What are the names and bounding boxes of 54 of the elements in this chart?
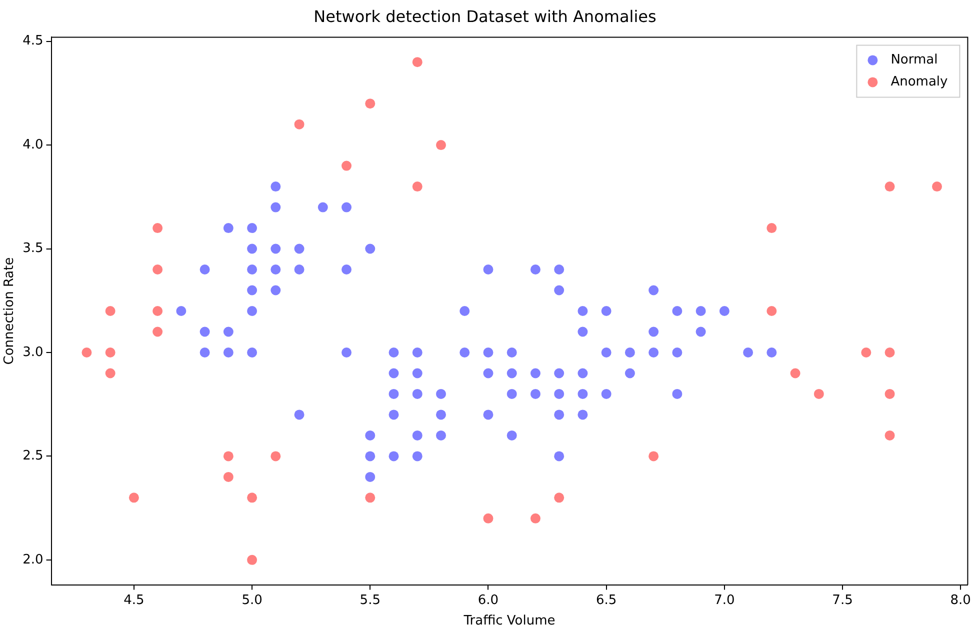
point (152, 306, 163, 316)
x-tick-label: 6.5 (596, 592, 617, 608)
point (483, 513, 494, 524)
point (270, 451, 281, 462)
point (436, 140, 446, 150)
point (412, 57, 422, 68)
point (884, 388, 895, 399)
point (247, 554, 258, 565)
point (884, 347, 895, 358)
point (884, 430, 895, 440)
x-tick-label: 5.5 (360, 592, 380, 608)
point (152, 326, 163, 337)
x-tick-label: 7.0 (714, 592, 735, 608)
x-tick-label: 4.5 (124, 592, 144, 608)
legend-label: Normal (890, 52, 938, 68)
point (342, 160, 352, 171)
chart-title: Network detection Dataset with Anomalies (314, 6, 656, 26)
y-tick-label: 4.0 (22, 137, 44, 152)
x-axis-title: Traffic Volume (462, 614, 556, 629)
x-tick-label: 6.0 (478, 592, 499, 608)
point (861, 347, 872, 358)
y-tick-label: 3.5 (22, 241, 44, 256)
point (412, 182, 422, 192)
y-tick-label: 2.5 (22, 448, 44, 464)
x-tick-label: 5.0 (242, 592, 262, 608)
y-tick-label: 3.0 (22, 344, 44, 360)
y-tick-label: 4.5 (22, 34, 44, 49)
point (223, 472, 234, 482)
point (105, 368, 116, 378)
point (105, 347, 116, 358)
point (365, 492, 376, 503)
point (365, 98, 376, 109)
point (128, 492, 139, 503)
point (152, 264, 163, 275)
point (766, 223, 777, 234)
y-tick-label: 2.0 (22, 552, 44, 568)
point (530, 513, 540, 524)
point (223, 451, 234, 462)
x-tick-label: 7.5 (832, 592, 853, 608)
point (294, 119, 304, 130)
point (247, 492, 258, 503)
legend-label: Anomaly (890, 74, 948, 90)
point (105, 306, 116, 316)
point (152, 223, 163, 234)
point (814, 388, 824, 399)
x-tick-label: 8.0 (950, 592, 971, 608)
point (932, 182, 942, 192)
point (648, 451, 659, 462)
point (82, 347, 92, 358)
y-axis-title: Connection Rate (2, 257, 18, 365)
point (554, 492, 564, 503)
point (884, 182, 895, 192)
point (766, 306, 777, 316)
point (790, 368, 800, 378)
